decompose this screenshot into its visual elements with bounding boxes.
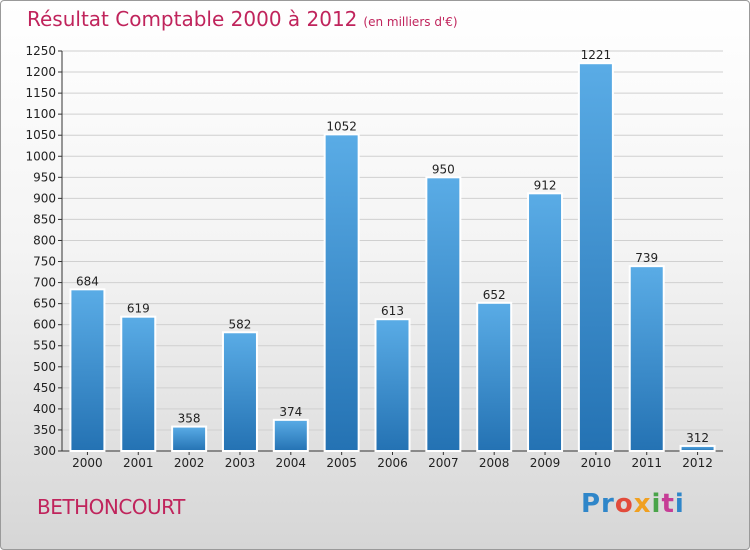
bar (272, 418, 309, 452)
x-tick-label: 2002 (174, 456, 205, 470)
bar (69, 288, 106, 452)
x-tick-label: 2003 (225, 456, 256, 470)
bar-value-label: 1221 (581, 48, 612, 62)
bar (679, 444, 716, 452)
bar-value-label: 374 (279, 405, 302, 419)
x-tick-label: 2001 (123, 456, 154, 470)
y-tick-label: 300 (33, 444, 56, 458)
y-tick-label: 1200 (25, 65, 56, 79)
bar-value-label: 1052 (326, 119, 357, 133)
bar (527, 192, 564, 452)
y-tick-label: 500 (33, 360, 56, 374)
y-tick-label: 550 (33, 339, 56, 353)
y-tick-label: 1000 (25, 149, 56, 163)
bar (425, 176, 462, 452)
y-tick-label: 1100 (25, 107, 56, 121)
bar (476, 301, 513, 452)
y-tick-label: 800 (33, 233, 56, 247)
logo-part: o (614, 489, 634, 519)
chart-subtitle: (en milliers d'€) (363, 15, 458, 29)
y-tick-label: 1050 (25, 128, 56, 142)
x-tick-label: 2006 (377, 456, 408, 470)
x-tick-label: 2008 (479, 456, 510, 470)
proxiti-logo[interactable]: Proxiti (581, 489, 685, 519)
y-tick-label: 600 (33, 318, 56, 332)
bar (323, 133, 360, 453)
y-tick-label: 650 (33, 297, 56, 311)
bar-value-label: 684 (76, 274, 99, 288)
x-tick-label: 2012 (682, 456, 713, 470)
bar-value-label: 582 (229, 317, 252, 331)
chart-title-text: Résultat Comptable 2000 à 2012 (27, 7, 358, 31)
logo-part: x (633, 489, 652, 519)
bar-value-label: 312 (686, 431, 709, 445)
y-tick-label: 850 (33, 212, 56, 226)
y-tick-label: 400 (33, 402, 56, 416)
x-tick-label: 2005 (326, 456, 357, 470)
logo-part: t (661, 489, 675, 519)
bar (221, 331, 258, 452)
x-tick-label: 2004 (276, 456, 307, 470)
y-tick-label: 450 (33, 381, 56, 395)
x-tick-label: 2007 (428, 456, 459, 470)
y-tick-label: 1250 (25, 44, 56, 58)
bar (171, 425, 208, 453)
logo-part: Pr (581, 489, 615, 519)
chart-title: Résultat Comptable 2000 à 2012 (en millie… (27, 7, 458, 31)
city-name: BETHONCOURT (37, 495, 185, 519)
bar (120, 315, 157, 452)
y-tick-label: 350 (33, 423, 56, 437)
x-tick-label: 2011 (631, 456, 662, 470)
bar (577, 62, 614, 452)
y-tick-label: 1150 (25, 86, 56, 100)
bar-value-label: 619 (127, 302, 150, 316)
bar (628, 265, 665, 452)
bar-value-label: 912 (534, 178, 557, 192)
x-tick-label: 2010 (581, 456, 612, 470)
x-tick-label: 2000 (72, 456, 103, 470)
bar-value-label: 739 (635, 251, 658, 265)
logo-part: i (651, 489, 662, 519)
y-tick-label: 900 (33, 191, 56, 205)
bar-value-label: 358 (178, 412, 201, 426)
y-tick-label: 950 (33, 170, 56, 184)
x-tick-label: 2009 (530, 456, 561, 470)
bar-value-label: 613 (381, 304, 404, 318)
y-tick-label: 750 (33, 255, 56, 269)
bar-value-label: 950 (432, 162, 455, 176)
y-tick-label: 700 (33, 276, 56, 290)
bar-value-label: 652 (483, 288, 506, 302)
logo-part: i (674, 489, 685, 519)
bar (374, 318, 411, 453)
